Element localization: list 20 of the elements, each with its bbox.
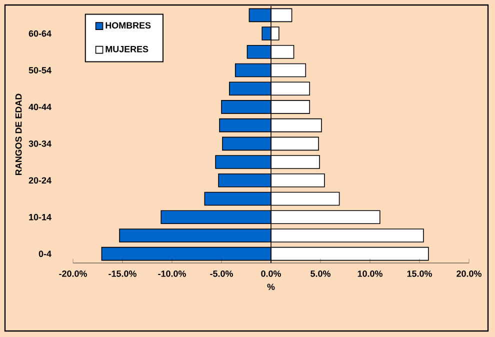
- y-tick-label: 50-54: [28, 67, 52, 74]
- x-tick-label: -5.0%: [210, 270, 233, 277]
- x-tick-label: -15.0%: [108, 270, 136, 277]
- y-axis-title: RANGOS DE EDAD: [15, 94, 22, 176]
- y-tick-label: 10-14: [29, 214, 52, 220]
- x-tick-label: 20.0%: [456, 270, 482, 277]
- x-tick-label: 10.0%: [358, 270, 382, 277]
- y-tick-label: 60-64: [28, 30, 52, 37]
- y-tick-label: 30-34: [28, 140, 52, 147]
- y-tick-label: 40-44: [28, 104, 52, 110]
- x-tick-label: 15.0%: [407, 270, 432, 277]
- x-tick-label: -10.0%: [158, 270, 186, 277]
- x-tick-label: 0.0%: [261, 270, 281, 277]
- legend-label: MUJERES: [106, 46, 148, 52]
- x-axis-title: %: [267, 284, 275, 290]
- y-tick-label: 20-24: [28, 177, 52, 184]
- legend-label: HOMBRES: [106, 22, 151, 29]
- x-tick-label: 5.0%: [310, 270, 330, 277]
- x-tick-label: -20.0%: [59, 270, 87, 277]
- y-tick-label: 0-4: [38, 250, 52, 257]
